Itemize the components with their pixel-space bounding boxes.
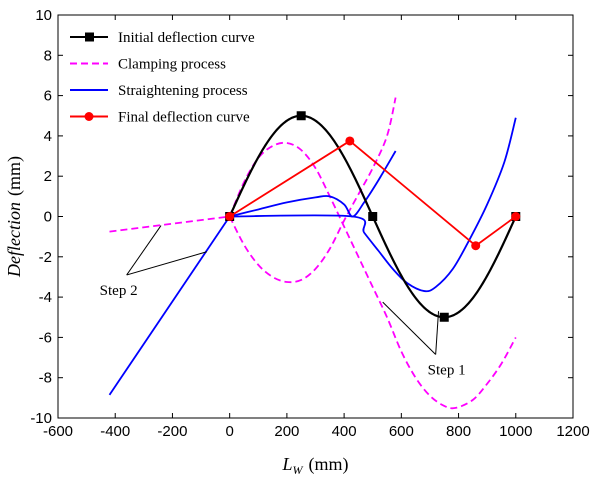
legend-label: Straightening process — [118, 83, 248, 99]
y-tick-label: 4 — [44, 128, 52, 145]
x-tick-label: -600 — [43, 423, 73, 440]
y-tick-label: -6 — [39, 329, 52, 346]
y-tick-label: 8 — [44, 47, 52, 64]
marker-circle — [225, 212, 235, 221]
legend-label: Final deflection curve — [118, 110, 250, 126]
marker-circle — [345, 136, 355, 146]
series-line-straightening-process — [229, 117, 517, 293]
x-axis-title-subscript: W — [293, 463, 304, 477]
y-tick-label: 2 — [44, 168, 52, 185]
series-line-final-deflection — [229, 140, 517, 247]
x-axis-title-unit: (mm) — [309, 454, 349, 475]
axis-ticks: -600 -400 -200 0 200 400 600 800 1000 1200 -10 -8 -6… — [30, 7, 589, 440]
series-line-clamping-process — [228, 97, 397, 284]
annotation-layer: Step 1 Step 2 — [100, 225, 466, 379]
y-tick-label: -2 — [39, 249, 52, 266]
y-tick-label: -8 — [39, 370, 52, 387]
annotation-label: Step 1 — [428, 363, 466, 379]
legend-marker-square — [85, 32, 94, 42]
legend-label: Clamping process — [118, 57, 226, 73]
series-line-straightening-process — [229, 150, 397, 218]
marker-circle — [471, 241, 481, 251]
annotation-leader-line — [382, 301, 437, 355]
y-tick-label: -4 — [39, 289, 52, 306]
marker-square — [368, 212, 378, 221]
annotation-leader-line — [435, 311, 440, 355]
y-axis-title: Deflection (mm) — [4, 156, 25, 278]
annotation-label: Step 2 — [100, 283, 138, 299]
x-tick-label: 800 — [446, 423, 471, 440]
y-tick-label: 6 — [44, 88, 52, 105]
legend-marker-circle — [84, 112, 94, 121]
legend-label: Initial deflection curve — [118, 30, 255, 46]
annotation-leader-line — [126, 251, 207, 276]
marker-square — [439, 312, 449, 322]
y-axis-title-main: Deflection — [4, 202, 24, 278]
y-axis-title-unit: (mm) — [4, 156, 25, 196]
series-line-clamping-process — [228, 141, 517, 410]
x-tick-label: -200 — [157, 423, 187, 440]
x-tick-label: 1200 — [556, 423, 589, 440]
series-line-straightening-process — [108, 215, 231, 396]
x-tick-label: 600 — [389, 423, 414, 440]
x-axis-title: LW (mm) — [281, 454, 348, 477]
y-tick-label: 0 — [44, 209, 52, 226]
x-tick-label: 400 — [332, 423, 357, 440]
y-tick-label: -10 — [30, 410, 52, 427]
annotation-leader-line — [126, 225, 162, 276]
x-tick-label: 1000 — [499, 423, 532, 440]
x-axis-title-main: L — [281, 454, 292, 474]
series-line-clamping-process — [109, 215, 230, 233]
series-layer — [108, 97, 521, 410]
x-tick-label: -400 — [100, 423, 130, 440]
legend: Initial deflection curve Clamping process… — [70, 30, 255, 126]
y-tick-label: 10 — [35, 7, 52, 24]
marker-square — [296, 111, 306, 121]
x-tick-label: 0 — [225, 423, 233, 440]
x-tick-label: 200 — [274, 423, 299, 440]
marker-circle — [511, 212, 521, 221]
